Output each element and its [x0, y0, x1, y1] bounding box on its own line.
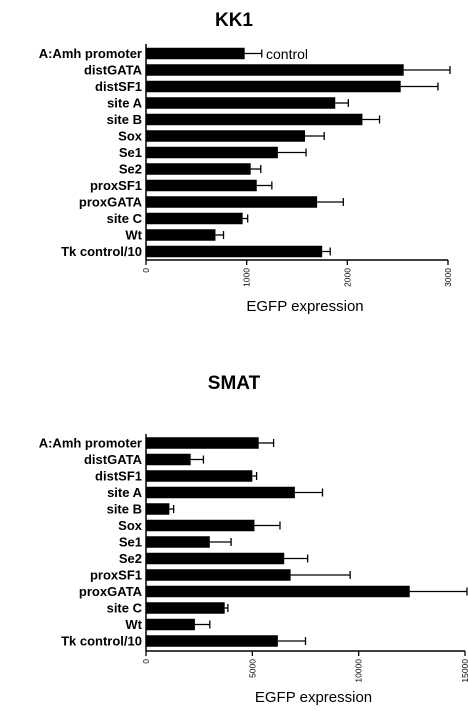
chart-1-category-label: Tk control/10	[61, 244, 142, 259]
chart-2-category-label: Sox	[118, 518, 143, 533]
chart-1-bar	[146, 163, 251, 175]
chart-2-bar	[146, 503, 170, 515]
chart-2-bar	[146, 453, 191, 466]
chart-2-bar	[146, 519, 255, 532]
chart-2-bar	[146, 552, 285, 565]
chart-2-category-label: site C	[107, 601, 143, 616]
chart-1-category-label: distSF1	[95, 79, 142, 94]
chart-1-bar	[146, 212, 243, 225]
chart-1-category-label: Wt	[125, 228, 142, 243]
chart-2-category-label: proxGATA	[79, 584, 143, 599]
chart-2-category-label: site A	[107, 485, 143, 500]
chart-2-category-label: site B	[107, 502, 142, 517]
chart-2-category-label: Se1	[119, 535, 142, 550]
chart-1-x-tick-label: 1000	[242, 268, 252, 287]
chart-2-bar	[146, 470, 253, 482]
chart-2-category-label: A:Amh promoter	[39, 436, 142, 451]
chart-1-bar	[146, 80, 401, 93]
chart-1-bar	[146, 245, 323, 258]
chart-2-category-label: distGATA	[84, 452, 143, 467]
chart-1-category-label: distGATA	[84, 63, 143, 78]
chart-2-x-axis-label: EGFP expression	[255, 689, 372, 706]
chart-2-title: SMAT	[208, 373, 261, 394]
chart-1-x-tick-label: 2000	[342, 268, 352, 287]
chart-2-category-label: Se2	[119, 551, 142, 566]
chart-1-x-axis-label: EGFP expression	[246, 298, 363, 315]
chart-2-bar	[146, 618, 195, 631]
chart-1-category-label: site C	[107, 211, 143, 226]
chart-1-category-label: proxSF1	[90, 178, 142, 193]
chart-1-bar	[146, 130, 306, 142]
chart-1-category-label: Sox	[118, 129, 143, 144]
chart-1-x-tick-label: 3000	[443, 268, 453, 287]
chart-2-bar	[146, 569, 291, 581]
chart-1-category-label: site B	[107, 112, 142, 127]
chart-1-category-label: Se1	[119, 145, 142, 160]
chart-2-bar	[146, 437, 259, 449]
chart-1-category-label: proxGATA	[79, 195, 143, 210]
chart-2-x-tick-label: 15000	[460, 659, 468, 683]
chart-2-x-tick-label: 5000	[247, 659, 257, 678]
chart-1-category-label: A:Amh promoter	[39, 46, 142, 61]
chart-2-category-label: distSF1	[95, 469, 142, 484]
chart-2-x-tick-label: 10000	[354, 659, 364, 683]
chart-2-bar	[146, 602, 225, 614]
chart-1-bar	[146, 97, 336, 109]
chart-2-category-label: Wt	[125, 617, 142, 632]
chart-2-bar	[146, 585, 410, 598]
chart-2-bar	[146, 635, 278, 647]
chart-1-annotation: control	[266, 46, 308, 62]
chart-1-bar	[146, 146, 278, 159]
chart-1-bar	[146, 47, 245, 60]
chart-2-category-label: proxSF1	[90, 568, 142, 583]
chart-2-bar	[146, 536, 210, 548]
chart-1-category-label: Se2	[119, 162, 142, 177]
chart-1-category-label: site A	[107, 96, 143, 111]
chart-1-bar	[146, 113, 363, 126]
chart-1-title: KK1	[215, 10, 253, 31]
chart-2-category-label: Tk control/10	[61, 634, 142, 649]
chart-1-bar	[146, 229, 216, 241]
chart-1-bar	[146, 179, 257, 192]
chart-1-bar	[146, 196, 318, 208]
chart-2-x-tick-label: 0	[141, 659, 151, 664]
chart-1-x-tick-label: 0	[141, 268, 151, 273]
chart-1-bar	[146, 64, 404, 76]
chart-2-bar	[146, 486, 295, 499]
